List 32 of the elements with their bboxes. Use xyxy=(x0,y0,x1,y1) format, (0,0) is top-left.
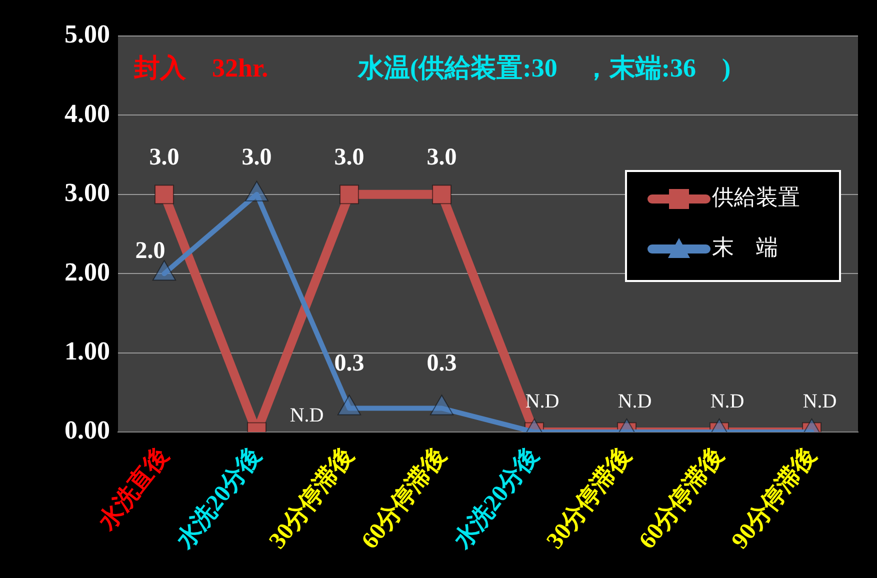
data-label: N.D xyxy=(710,390,744,412)
data-label: N.D xyxy=(525,390,560,412)
data-label: 2.0 xyxy=(135,238,166,264)
y-tick-label: 1.00 xyxy=(64,336,110,366)
data-label: N.D xyxy=(618,390,652,412)
point xyxy=(430,394,454,416)
y-tick-label: 5.00 xyxy=(64,20,110,49)
point xyxy=(152,260,176,281)
x-tick-label: 30分停滞後 xyxy=(264,442,359,554)
text: 水温(供給装置:30 ，末端:36 ) xyxy=(357,54,731,83)
legend-label: 末 端 xyxy=(712,236,778,261)
data-label: 3.0 xyxy=(242,144,272,171)
data-label: N.D xyxy=(290,404,324,426)
point xyxy=(337,394,362,416)
y-tick-label: 3.00 xyxy=(64,178,110,208)
x-tick-label: 90分停滞後 xyxy=(726,442,822,554)
legend-label: 供給装置 xyxy=(712,186,800,211)
y-tick-label: 4.00 xyxy=(64,98,110,128)
data-label: 0.3 xyxy=(426,350,457,376)
text: 封入 32hr. xyxy=(133,54,268,83)
data-label: 3.0 xyxy=(334,144,364,171)
data-label: N.D xyxy=(802,390,837,412)
data-label: 0.3 xyxy=(334,350,364,376)
x-tick-label: 30分停滞後 xyxy=(541,442,636,554)
point xyxy=(340,184,359,204)
x-tick-label: 60分停滞後 xyxy=(634,442,729,554)
point xyxy=(432,184,452,204)
data-label: 3.0 xyxy=(426,144,457,171)
data-label: 3.0 xyxy=(149,144,180,171)
y-tick-label: 0.00 xyxy=(64,416,110,445)
y-tick-label: 2.00 xyxy=(64,257,110,286)
point xyxy=(154,184,174,204)
